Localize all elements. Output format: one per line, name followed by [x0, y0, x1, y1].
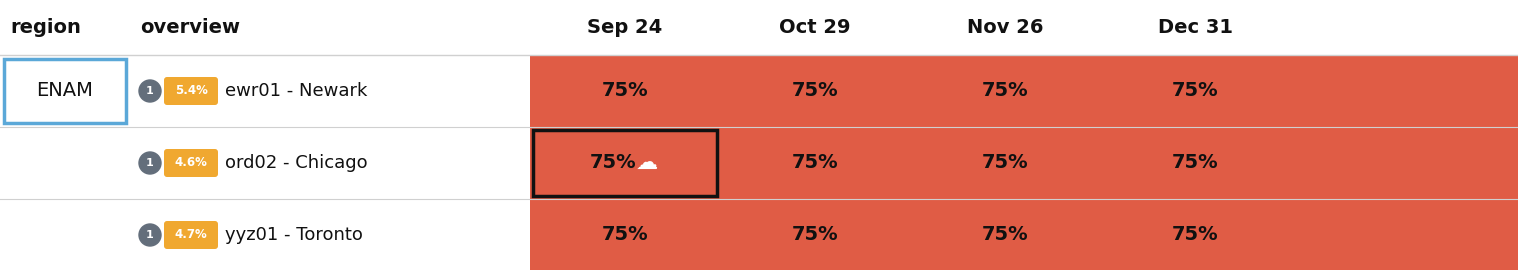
Text: region: region: [11, 18, 80, 37]
Text: 1: 1: [146, 158, 153, 168]
FancyBboxPatch shape: [164, 221, 219, 249]
Text: 1: 1: [146, 230, 153, 240]
Text: 75%: 75%: [792, 154, 838, 173]
Text: ewr01 - Newark: ewr01 - Newark: [225, 82, 367, 100]
Text: 5.4%: 5.4%: [175, 85, 208, 97]
Text: 75%: 75%: [1172, 82, 1219, 100]
Bar: [0, 127, 530, 199]
Text: ENAM: ENAM: [36, 82, 94, 100]
Text: Sep 24: Sep 24: [587, 18, 663, 37]
Bar: [0, 199, 530, 270]
Circle shape: [140, 80, 161, 102]
Text: Oct 29: Oct 29: [779, 18, 850, 37]
Bar: [5, 59, 126, 123]
Text: 75%: 75%: [982, 225, 1028, 245]
Bar: [0, 55, 530, 127]
Text: 75%: 75%: [1172, 225, 1219, 245]
Circle shape: [140, 152, 161, 174]
Text: 75%: 75%: [982, 154, 1028, 173]
Text: Nov 26: Nov 26: [967, 18, 1043, 37]
Text: 75%: 75%: [589, 154, 636, 173]
Circle shape: [140, 224, 161, 246]
Text: 75%: 75%: [601, 82, 648, 100]
Text: ord02 - Chicago: ord02 - Chicago: [225, 154, 367, 172]
Text: 4.7%: 4.7%: [175, 228, 208, 241]
Text: 75%: 75%: [1172, 154, 1219, 173]
Text: yyz01 - Toronto: yyz01 - Toronto: [225, 226, 363, 244]
Bar: [530, 127, 1518, 199]
Text: 1: 1: [146, 86, 153, 96]
Text: 75%: 75%: [601, 225, 648, 245]
Text: 75%: 75%: [982, 82, 1028, 100]
Text: overview: overview: [140, 18, 240, 37]
Bar: [530, 55, 1518, 127]
Bar: [533, 130, 716, 196]
Text: 75%: 75%: [792, 82, 838, 100]
Text: 75%: 75%: [792, 225, 838, 245]
Text: Dec 31: Dec 31: [1158, 18, 1233, 37]
Text: 4.6%: 4.6%: [175, 157, 208, 170]
Text: ☁: ☁: [636, 153, 659, 173]
FancyBboxPatch shape: [164, 77, 219, 105]
Bar: [530, 199, 1518, 270]
FancyBboxPatch shape: [164, 149, 219, 177]
